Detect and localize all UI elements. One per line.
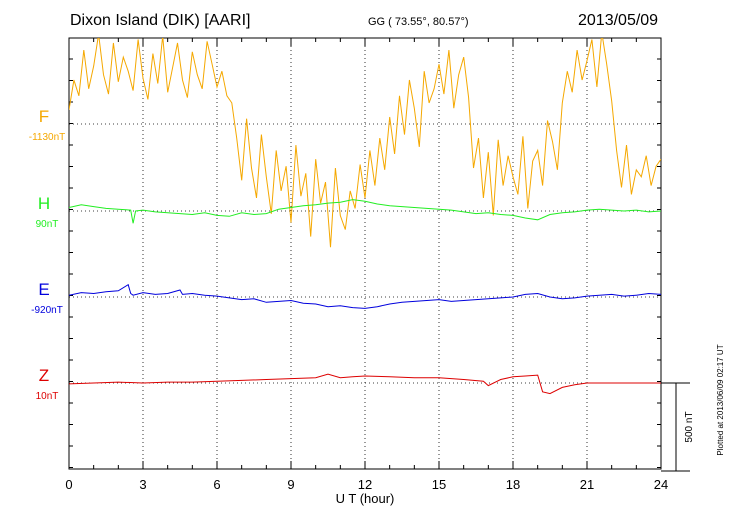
chart-date: 2013/05/09 bbox=[578, 12, 659, 29]
channel-offset-z: 10nT bbox=[36, 391, 59, 402]
plotted-at-note: Plotted at 2013/06/09 02:17 UT bbox=[716, 344, 725, 455]
series-line-z bbox=[69, 373, 661, 395]
series-line-h bbox=[69, 199, 661, 224]
station-coordinates: GG ( 73.55°, 80.57°) bbox=[368, 16, 469, 28]
channel-offset-f: -1130nT bbox=[29, 132, 66, 143]
x-tick-label: 18 bbox=[506, 477, 520, 492]
x-tick-label: 12 bbox=[358, 477, 372, 492]
chart-title: Dixon Island (DIK) [AARI] bbox=[70, 12, 251, 29]
x-tick-label: 21 bbox=[580, 477, 594, 492]
channel-label-e: E bbox=[38, 280, 49, 299]
x-tick-label: 15 bbox=[432, 477, 446, 492]
channel-offset-h: 90nT bbox=[36, 219, 59, 230]
x-tick-label: 9 bbox=[287, 477, 294, 492]
series-line-f bbox=[69, 38, 661, 248]
x-tick-label: 3 bbox=[139, 477, 146, 492]
channel-label-h: H bbox=[38, 194, 50, 213]
x-tick-label: 0 bbox=[65, 477, 72, 492]
series-line-e bbox=[69, 283, 661, 309]
x-tick-label: 6 bbox=[213, 477, 220, 492]
x-axis-title: U T (hour) bbox=[336, 491, 395, 506]
channel-offset-e: -920nT bbox=[31, 305, 63, 316]
channel-label-z: Z bbox=[39, 366, 49, 385]
scale-bar-label: 500 nT bbox=[684, 411, 695, 442]
x-tick-label: 24 bbox=[654, 477, 668, 492]
channel-label-f: F bbox=[39, 107, 49, 126]
